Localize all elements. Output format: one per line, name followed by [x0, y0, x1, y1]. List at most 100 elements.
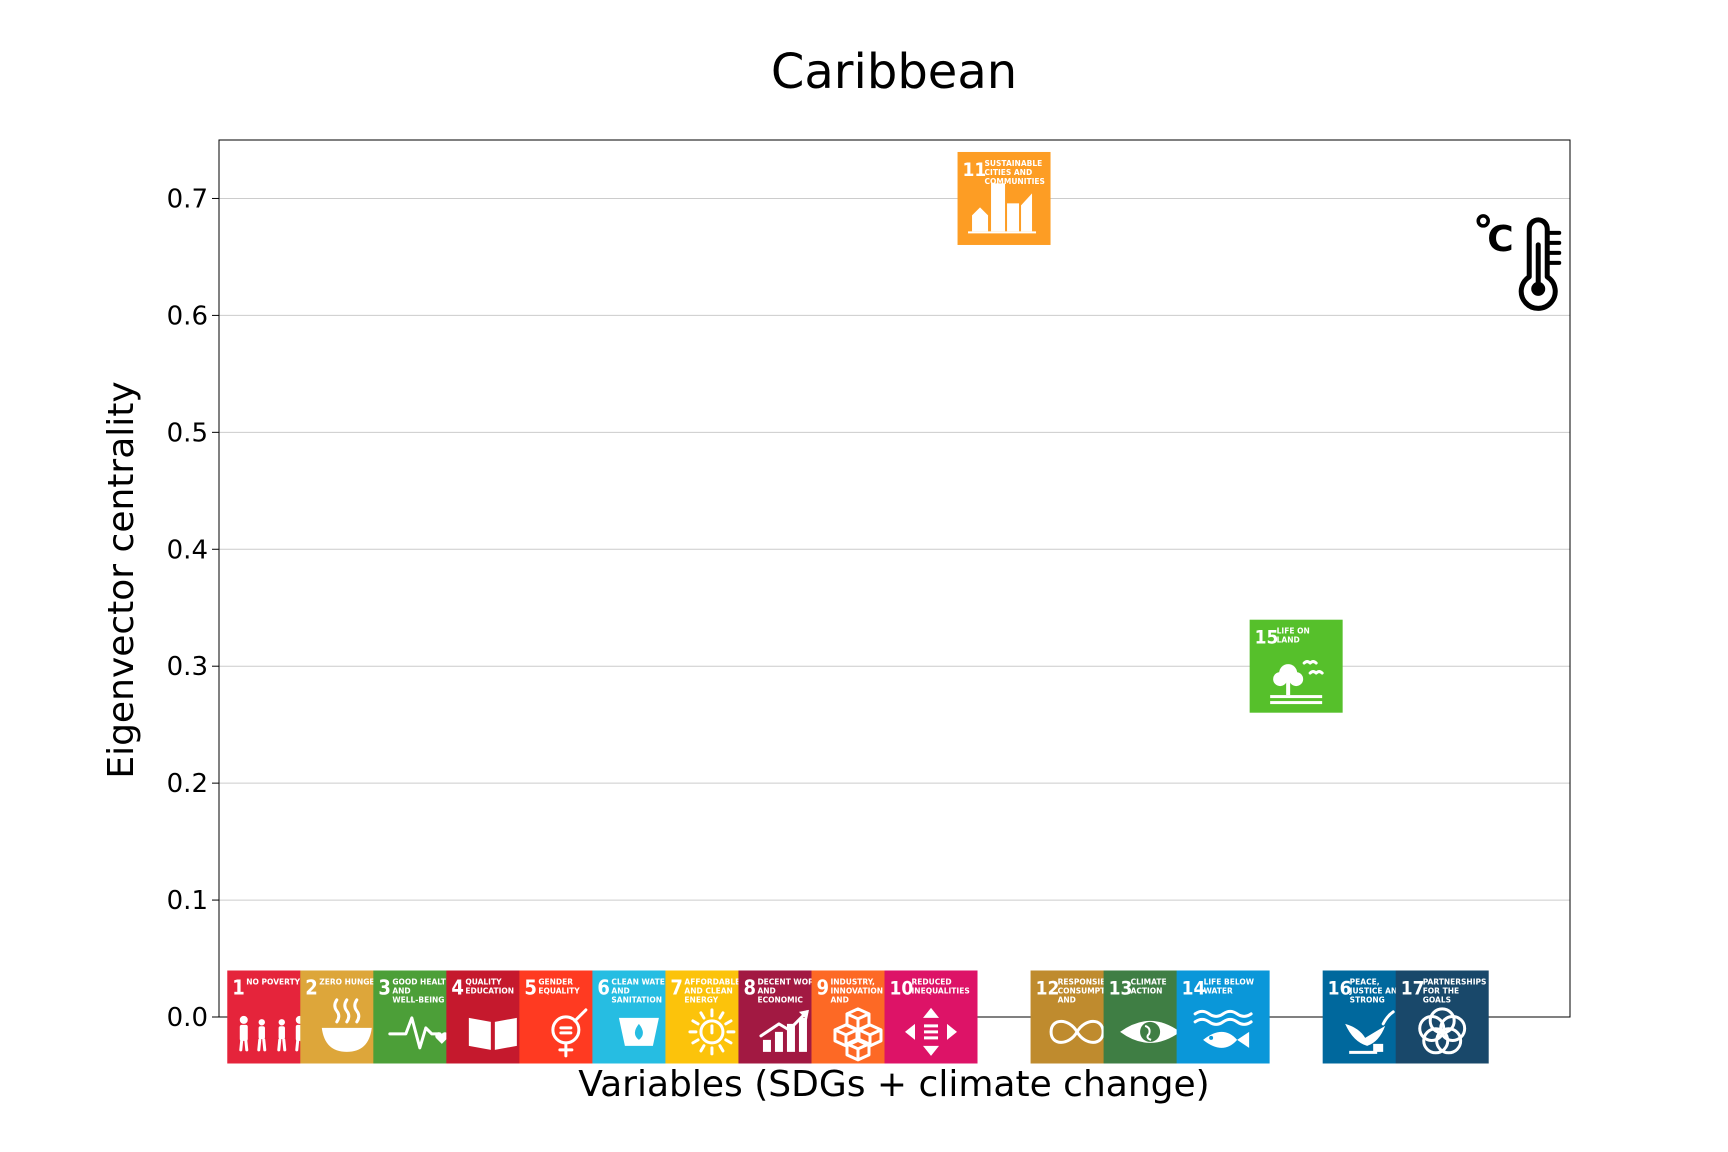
sdg-label: INEQUALITIES [912, 987, 970, 996]
water-drop-icon [618, 1017, 659, 1046]
y-tick-label: 0.5 [167, 418, 208, 448]
sdg-label: PARTNERSHIPS [1423, 978, 1487, 987]
sdg-number: 9 [816, 976, 829, 1000]
sdg-label: DECENT WORK [757, 978, 820, 987]
sdg-number: 7 [670, 976, 683, 1000]
sdg-label: CLEAN WATER [611, 978, 670, 987]
sdg-label: AND CLEAN [684, 987, 732, 996]
plot-area-frame [218, 139, 1571, 1018]
sdg-label: ENERGY [684, 996, 718, 1005]
sdg-number: 4 [451, 976, 464, 1000]
y-axis-ticks: 0.0 0.1 0.2 0.3 0.4 0.5 0.6 0.7 [167, 184, 219, 1033]
sdg-label: AFFORDABLE [684, 978, 740, 987]
sdg-label: CONSUMPTION [1058, 987, 1121, 996]
sdg-number: 5 [524, 976, 537, 1000]
y-tick-label: 0.0 [167, 1003, 208, 1033]
sdg-tile [1395, 970, 1489, 1064]
sdg-number: 15 [1255, 627, 1279, 649]
sdg-label: SUSTAINABLE [985, 159, 1043, 168]
sdg-number: 13 [1109, 978, 1133, 1000]
sdg-label: INDUSTRY, [830, 978, 874, 987]
infinity-icon [1049, 1019, 1105, 1044]
sdg-label: ECONOMIC [757, 996, 803, 1005]
sdg-label: LAND [1277, 636, 1300, 645]
sdg-label: ACTION [1131, 987, 1163, 996]
sdg-label: STRONG [1350, 996, 1385, 1005]
sdg-number: 14 [1182, 978, 1206, 1000]
sun-power-icon [688, 1008, 736, 1056]
sdg-label: GENDER [538, 978, 573, 987]
sdg-label: NO POVERTY [246, 978, 300, 987]
growth-chart-icon [759, 1009, 809, 1052]
flower-rings-icon [1418, 1007, 1467, 1055]
sdg-label: WATER [1204, 987, 1233, 996]
y-tick-label: 0.6 [167, 301, 208, 331]
sdg-label: SANITATION [611, 996, 662, 1005]
sdg-number: 10 [890, 978, 914, 1000]
y-axis-label: Eigenvector centrality [101, 381, 142, 778]
sdg-number: 16 [1328, 978, 1352, 1000]
sdg-label: CITIES AND [985, 168, 1033, 177]
sdg-label: REDUCED [912, 978, 952, 987]
y-tick-label: 0.3 [167, 652, 208, 682]
sdg-number: 12 [1036, 978, 1060, 1000]
gender-icon [551, 1008, 588, 1058]
sdg-label: CLIMATE [1131, 978, 1167, 987]
sdg-number: 2 [305, 976, 318, 1000]
sdg-label: RESPONSIBLE [1058, 978, 1116, 987]
sdg-number: 6 [597, 976, 610, 1000]
equality-arrows-icon [905, 1007, 958, 1056]
grid-lines [219, 197, 1570, 1018]
sdg-label: GOOD HEALTH [392, 978, 452, 987]
fish-icon [1193, 1009, 1253, 1048]
sdg-label: ZERO HUNGER [319, 978, 380, 987]
sdg-label: WELL-BEING [392, 996, 444, 1005]
sdg-tile [1176, 970, 1270, 1064]
sdg-label: LIFE ON [1277, 627, 1310, 636]
y-tick-label: 0.7 [167, 184, 208, 214]
y-tick-label: 0.4 [167, 535, 208, 565]
svg-text:C: C [1487, 219, 1513, 260]
sdg-number: 3 [378, 976, 391, 1000]
sdg-label: FOR THE [1423, 987, 1459, 996]
sdg-label: JUSTICE AND [1349, 987, 1404, 996]
eye-globe-icon [1120, 1020, 1181, 1043]
sdg-label: PEACE, [1350, 978, 1380, 987]
sdg-number: 1 [232, 976, 245, 1000]
sdg-label: INNOVATION [830, 987, 883, 996]
y-tick-label: 0.2 [167, 769, 208, 799]
chart-title: Caribbean [771, 44, 1017, 100]
sdg-label: AND [611, 987, 629, 996]
tree-birds-icon [1270, 660, 1324, 705]
bowl-icon [321, 998, 372, 1052]
sdg-number: 11 [963, 159, 987, 181]
sdg-label: COMMUNITIES [985, 177, 1045, 186]
sdg-label: AND [757, 987, 775, 996]
sdg-label: AND [1058, 996, 1076, 1005]
heartbeat-icon [388, 1016, 449, 1050]
sdg-number: 17 [1401, 978, 1425, 1000]
sdg-label: AND [392, 987, 410, 996]
sdg-label: LIFE BELOW [1204, 978, 1255, 987]
sdg-label: GOALS [1423, 996, 1451, 1005]
book-icon [468, 1017, 517, 1050]
climate-change-marker: C [1476, 214, 1562, 311]
dove-gavel-icon [1345, 1010, 1395, 1054]
sdg-label: EQUALITY [538, 987, 580, 996]
sdg-label: QUALITY [465, 978, 502, 987]
x-axis-label: Variables (SDGs + climate change) [578, 1064, 1209, 1105]
cubes-icon [833, 1007, 883, 1062]
y-tick-label: 0.1 [167, 886, 208, 916]
sdg-label: AND [830, 996, 848, 1005]
sdg-label: EDUCATION [465, 987, 514, 996]
sdg-number: 8 [743, 976, 756, 1000]
city-icon [968, 183, 1037, 234]
